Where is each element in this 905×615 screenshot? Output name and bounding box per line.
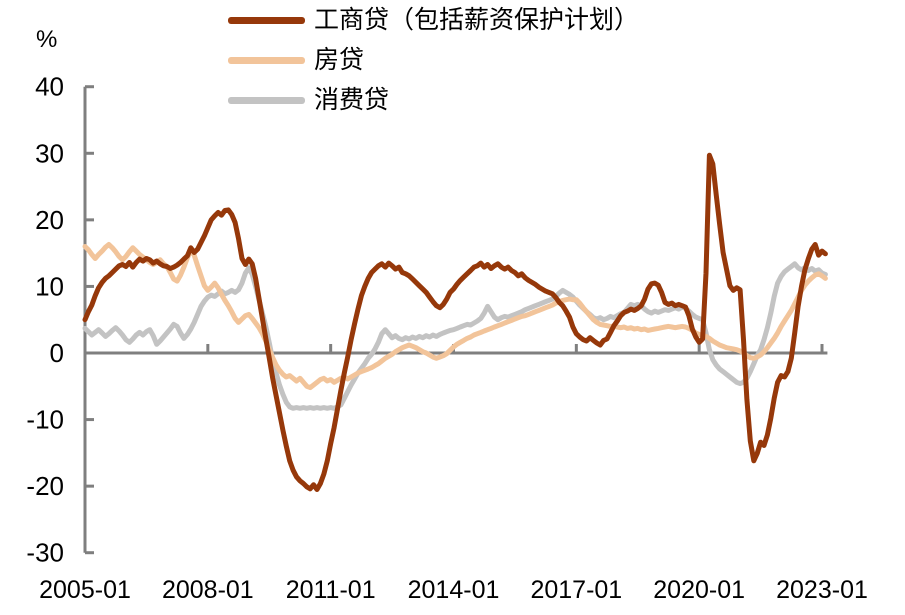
legend-label: 房贷: [314, 45, 365, 74]
y-tick-label: 20: [35, 205, 64, 235]
y-tick-label: -30: [26, 538, 64, 568]
x-tick-label: 2014-01: [408, 576, 500, 604]
legend-label: 工商贷（包括薪资保护计划）: [314, 5, 640, 34]
x-tick-label: 2011-01: [286, 576, 376, 604]
legend-swatch-mortgage-loans: [228, 56, 305, 64]
y-axis-unit-label: %: [36, 26, 58, 53]
series-line-0: [82, 152, 828, 492]
x-tick-label: 2008-01: [162, 576, 254, 604]
legend: 工商贷（包括薪资保护计划） 房贷 消费贷: [228, 0, 639, 120]
y-tick-label: 30: [35, 138, 64, 168]
y-tick-label: -10: [26, 405, 64, 435]
x-tick-label: 2017-01: [530, 576, 622, 604]
legend-item: 工商贷（包括薪资保护计划）: [228, 0, 639, 40]
legend-item: 房贷: [228, 40, 639, 80]
x-tick-label: 2020-01: [653, 576, 745, 604]
y-tick-label: 40: [35, 72, 64, 102]
legend-swatch-consumer-loans: [228, 96, 305, 104]
y-tick-label: 0: [50, 338, 64, 368]
y-tick-label: -20: [26, 471, 64, 501]
x-tick-label: 2005-01: [39, 576, 131, 604]
legend-swatch-commercial-loans: [228, 16, 305, 24]
y-tick-label: 10: [35, 271, 64, 301]
legend-label: 消费贷: [314, 85, 390, 114]
legend-item: 消费贷: [228, 80, 639, 120]
x-tick-label: 2023-01: [776, 576, 868, 604]
